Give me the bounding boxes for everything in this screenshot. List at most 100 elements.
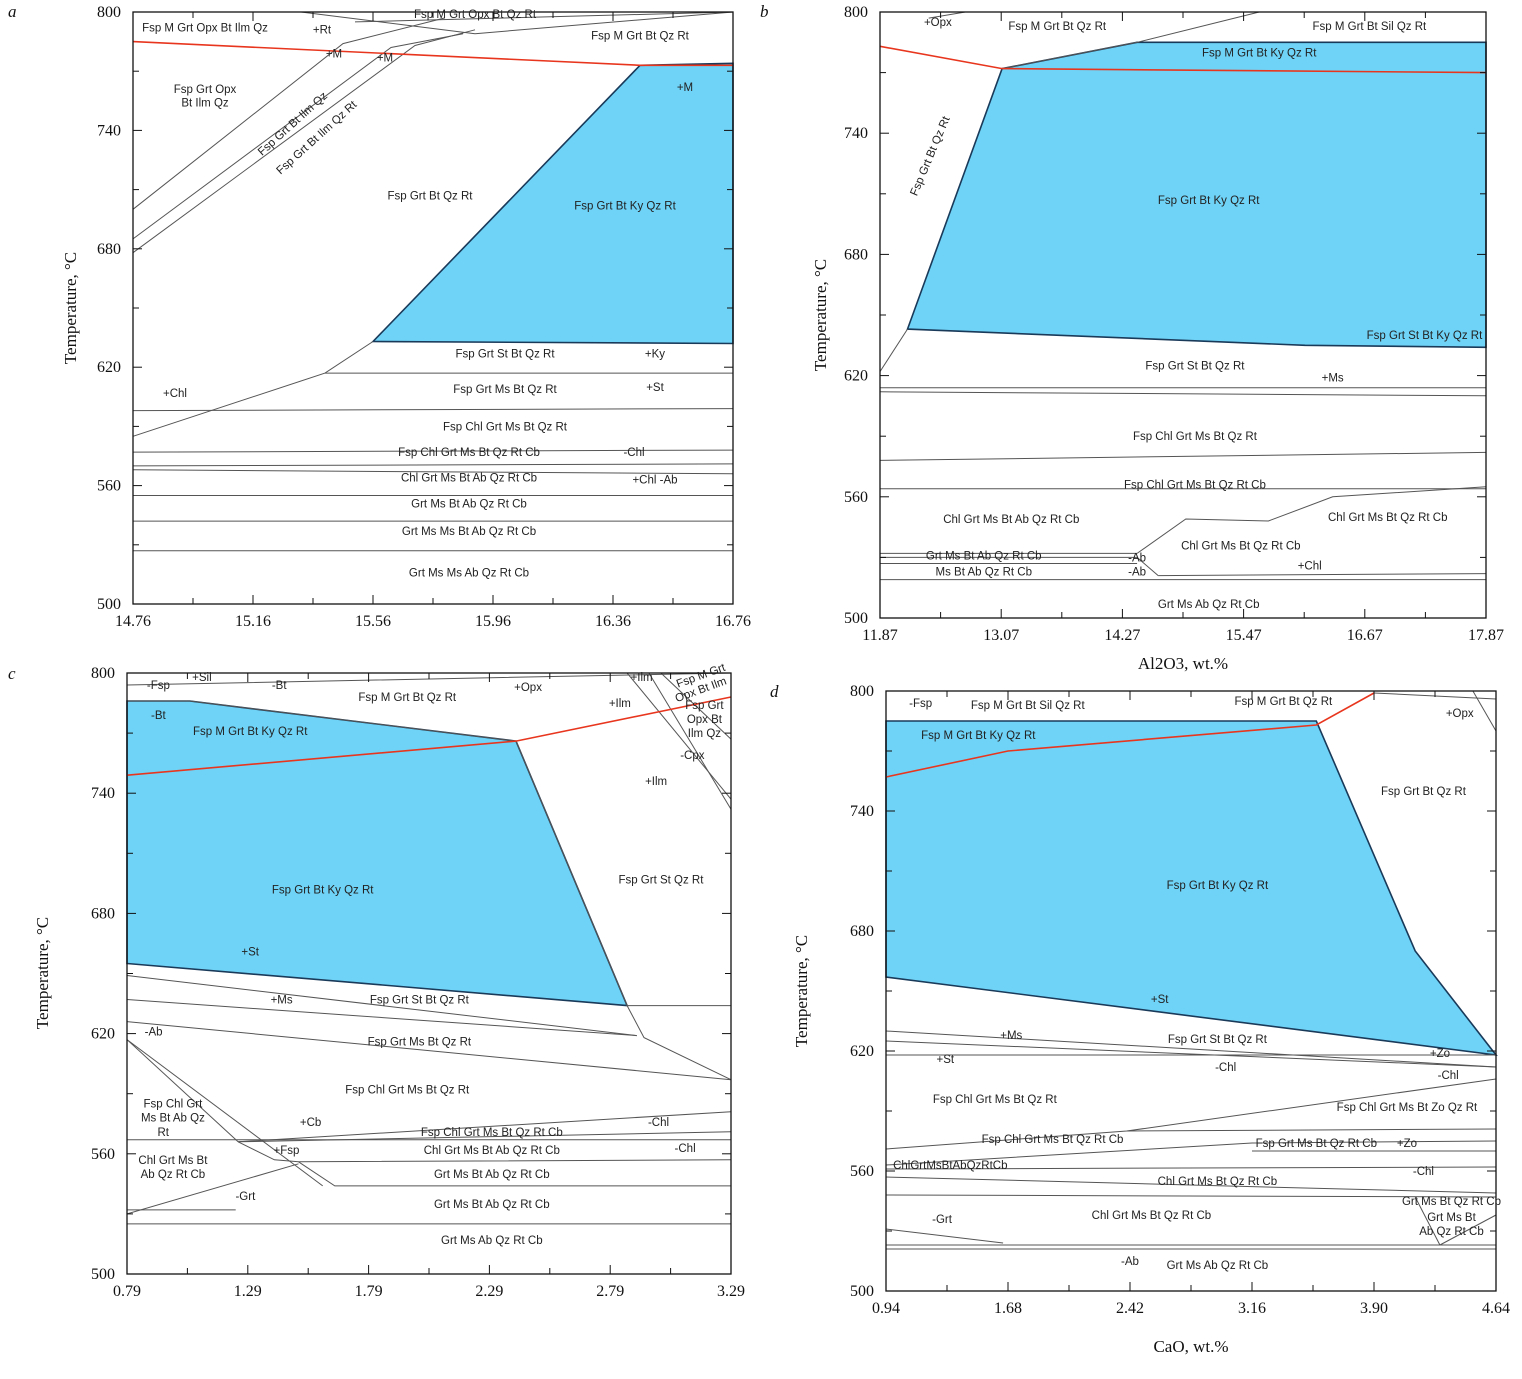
x-tick-label: 16.36 xyxy=(595,613,631,630)
field-label: Ab Qz Rt Cb xyxy=(141,1169,206,1181)
field-label: Grt Ms Ms Ab Qz Rt Cb xyxy=(409,567,529,579)
field-label: -Cpx xyxy=(680,750,705,762)
x-tick-label: 15.16 xyxy=(235,613,271,630)
field-label: Fsp M Grt Bt Qz Rt xyxy=(358,692,457,704)
y-tick-label: 560 xyxy=(91,1146,115,1163)
field-label: +Ilm xyxy=(609,698,631,710)
field-label: Grt Ms Ms Bt Ab Qz Rt Cb xyxy=(402,526,536,538)
field-label: Grt Ms Ab Qz Rt Cb xyxy=(1167,1260,1269,1272)
boundary-line xyxy=(885,1040,1497,1068)
field-label: Grt Ms Ab Qz Rt Cb xyxy=(1158,599,1260,611)
boundary-line xyxy=(928,11,966,19)
field-label: +St xyxy=(1151,994,1169,1006)
boundary-line xyxy=(298,1161,731,1187)
boundary-line xyxy=(126,1163,299,1215)
x-tick-label: 1.79 xyxy=(355,1283,383,1300)
x-tick-label: 3.16 xyxy=(1238,1300,1266,1317)
y-tick-label: 620 xyxy=(91,1026,115,1043)
field-label: Fsp Grt Bt Qz Rt xyxy=(908,114,953,198)
field-label: Fsp M Grt Opx Bt Qz Rt xyxy=(414,9,537,21)
field-label: +St xyxy=(646,382,664,394)
panel-label: c xyxy=(8,664,16,683)
field-label: Fsp Grt Bt Ky Qz Rt xyxy=(272,884,374,896)
field-label: +M xyxy=(677,82,693,94)
boundary-line xyxy=(885,1030,1497,1068)
field-label: Fsp Grt Ms Bt Qz Rt xyxy=(368,1037,472,1049)
field-label: Fsp Chl Grt Ms Bt Qz Rt Cb xyxy=(1124,480,1266,492)
field-label: Chl Grt Ms Bt Qz Rt Cb xyxy=(1158,1176,1278,1188)
field-label: -Fsp xyxy=(147,680,170,692)
field-label: Fsp M Grt Bt Qz Rt xyxy=(1234,696,1333,708)
field-label: +Ms xyxy=(1322,373,1344,385)
field-label: Fsp Grt St Bt Qz Rt xyxy=(1145,361,1245,373)
kyanite-field xyxy=(371,62,734,345)
boundary-line xyxy=(885,1194,1497,1198)
y-tick-label: 740 xyxy=(97,122,121,139)
boundary-line xyxy=(879,451,1487,461)
boundary-line xyxy=(132,17,446,210)
panel-label: b xyxy=(760,2,769,21)
y-tick-label: 560 xyxy=(97,478,121,495)
field-label: Fsp Grt Bt Ky Qz Rt xyxy=(574,200,676,212)
x-tick-label: 1.68 xyxy=(994,1300,1022,1317)
y-tick-label: 560 xyxy=(850,1163,874,1180)
boundary-line xyxy=(132,463,734,467)
kyanite-field xyxy=(126,700,629,1007)
x-tick-label: 13.07 xyxy=(983,627,1019,644)
panel-label: a xyxy=(8,2,17,21)
field-label: +Ilm xyxy=(645,776,667,788)
field-label: Ms Bt Ab Qz Rt Cb xyxy=(936,567,1033,579)
boundary-line xyxy=(885,1228,1004,1244)
boundary-line xyxy=(474,11,734,35)
y-tick-label: 680 xyxy=(97,241,121,258)
field-label: Grt Ms Bt xyxy=(1427,1212,1476,1224)
field-label: Chl Grt Ms Bt Ab Qz Rt Cb xyxy=(424,1145,560,1157)
boundary-line xyxy=(515,740,732,1081)
boundary-line xyxy=(237,1141,732,1163)
field-label: Rt xyxy=(157,1127,169,1139)
field-label: Fsp Grt St Bt Qz Rt xyxy=(370,995,470,1007)
y-tick-label: 500 xyxy=(97,596,121,613)
x-tick-label: 15.56 xyxy=(355,613,391,630)
field-label: Ilm Qz xyxy=(688,728,721,740)
field-label: +Opx xyxy=(1446,708,1474,720)
x-tick-label: 15.47 xyxy=(1226,627,1262,644)
field-label: -Ab xyxy=(1121,1256,1139,1268)
field-label: Grt Ms Bt Ab Qz Rt Cb xyxy=(411,498,527,510)
x-tick-label: 17.87 xyxy=(1468,627,1504,644)
field-label: Fsp M Grt Bt Ky Qz Rt xyxy=(193,726,308,738)
boundary-line xyxy=(126,1021,732,1081)
field-label: -Grt xyxy=(235,1191,256,1203)
y-tick-label: 500 xyxy=(844,610,868,627)
boundary-line xyxy=(127,700,517,742)
field-label: Chl Grt Ms Bt Ab Qz Rt Cb xyxy=(401,473,537,485)
boundary-line xyxy=(1002,11,1260,70)
boundary-line xyxy=(1472,690,1497,732)
boundary-line xyxy=(132,408,734,412)
field-label: +Fsp xyxy=(274,1145,300,1157)
x-tick-label: 2.29 xyxy=(475,1283,503,1300)
field-label: +M xyxy=(377,52,393,64)
y-tick-label: 800 xyxy=(91,665,115,682)
melt-line xyxy=(885,692,1375,778)
y-tick-label: 500 xyxy=(91,1266,115,1283)
boundary-line xyxy=(300,11,476,35)
field-label: -Ab xyxy=(1128,552,1146,564)
field-label: +Chl xyxy=(163,388,187,400)
field-label: Fsp Chl Grt xyxy=(144,1099,204,1111)
x-tick-label: 11.87 xyxy=(862,627,897,644)
melt-line xyxy=(126,696,732,776)
boundary-line xyxy=(1439,1214,1497,1246)
y-tick-label: 500 xyxy=(850,1283,874,1300)
field-label: +Rt xyxy=(313,25,332,37)
field-label: Fsp Chl Grt Ms Bt Qz Rt xyxy=(1133,431,1258,443)
x-tick-label: 1.29 xyxy=(234,1283,262,1300)
field-label: Fsp Grt Opx xyxy=(174,84,237,96)
y-tick-label: 620 xyxy=(844,368,868,385)
melt-line xyxy=(879,45,1487,74)
panel-d: 0.94 1.68 2.42 3.16 3.90 4.64 500 560 620 680 740 8… xyxy=(770,682,1510,1356)
boundary-line xyxy=(648,672,732,810)
field-label: Fsp M Grt Bt Sil Qz Rt xyxy=(971,700,1086,712)
field-label: Fsp Chl Grt Ms Bt Qz Rt Cb xyxy=(982,1134,1124,1146)
field-label: Fsp Grt St Bt Qz Rt xyxy=(455,348,555,360)
